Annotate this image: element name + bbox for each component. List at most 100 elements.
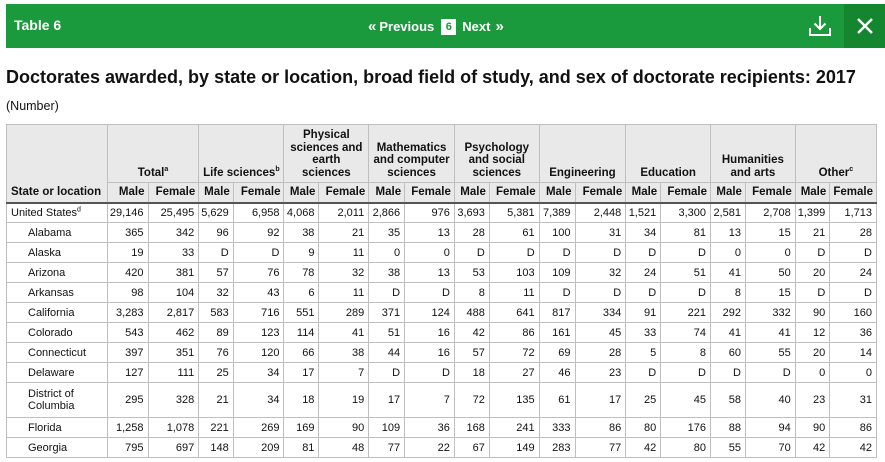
table-cell: 32 <box>318 262 370 283</box>
table-cell: 109 <box>368 417 406 438</box>
column-group-header: Engineering <box>538 124 627 183</box>
table-cell: 7,389 <box>538 201 576 223</box>
table-cell: D <box>198 242 234 263</box>
footnote-marker[interactable]: c <box>849 165 854 173</box>
double-chevron-right-icon[interactable]: » <box>495 18 504 35</box>
stub-header: State or location <box>6 182 108 203</box>
row-label: Georgia <box>6 437 108 458</box>
table-cell: 2,581 <box>710 201 746 223</box>
next-link[interactable]: Next <box>462 19 491 34</box>
table-cell: D <box>794 242 831 263</box>
table-cell: 41 <box>318 322 370 343</box>
table-cell: 3,693 <box>453 201 490 223</box>
table-cell: 5,381 <box>488 201 540 223</box>
table-cell: 20 <box>794 262 831 283</box>
table-cell: 3,283 <box>106 302 149 323</box>
table-cell: 332 <box>744 302 796 323</box>
table-cell: 169 <box>283 417 320 438</box>
table-cell: 31 <box>574 222 627 243</box>
table-cell: 34 <box>625 222 662 243</box>
row-label: Arizona <box>6 262 108 283</box>
table-cell: 86 <box>574 417 627 438</box>
table-cell: 13 <box>404 262 455 283</box>
double-chevron-left-icon[interactable]: « <box>368 18 377 35</box>
table-cell: 45 <box>574 322 627 343</box>
table-cell: 41 <box>710 262 746 283</box>
female-column-header: Female <box>574 182 627 203</box>
state-name: Alabama <box>28 226 72 239</box>
table-cell: 2,011 <box>318 201 370 223</box>
table-cell: 45 <box>660 382 711 418</box>
table-cell: 46 <box>538 362 576 383</box>
page-number-badge: 6 <box>441 18 457 35</box>
table-cell: 17 <box>574 382 627 418</box>
table-cell: 89 <box>198 322 234 343</box>
footnote-marker[interactable]: d <box>77 206 81 214</box>
female-column-header: Female <box>318 182 370 203</box>
table-cell: 397 <box>106 342 149 363</box>
table-cell: 25,495 <box>147 201 200 223</box>
table-cell: D <box>829 242 877 263</box>
table-cell: 76 <box>198 342 234 363</box>
table-cell: 57 <box>453 342 490 363</box>
table-cell: 14 <box>829 342 877 363</box>
table-cell: 120 <box>232 342 285 363</box>
header-corner <box>6 124 108 183</box>
state-name: District of Columbia <box>28 388 75 412</box>
footnote-marker[interactable]: a <box>164 165 169 173</box>
table-cell: 149 <box>488 437 540 458</box>
table-cell: 67 <box>453 437 490 458</box>
table-row: Colorado 543 462 89 123 114 41 51 16 42 86 161 45 33 7… <box>6 322 877 343</box>
table-cell: 716 <box>232 302 285 323</box>
footnote-marker[interactable]: b <box>275 165 280 173</box>
table-cell: 4,068 <box>283 201 320 223</box>
male-column-header: Male <box>453 182 490 203</box>
table-cell: 33 <box>625 322 662 343</box>
table-cell: 34 <box>232 382 285 418</box>
table-cell: 72 <box>488 342 540 363</box>
female-column-header: Female <box>404 182 455 203</box>
male-column-header: Male <box>625 182 662 203</box>
column-group-label: Psychology and social sciences <box>464 141 530 179</box>
download-button[interactable] <box>806 12 834 40</box>
female-column-header: Female <box>488 182 540 203</box>
table-cell: 90 <box>794 302 831 323</box>
table-cell: D <box>538 282 576 303</box>
table-cell: 16 <box>404 322 455 343</box>
table-cell: 7 <box>318 362 370 383</box>
state-name: Arkansas <box>28 286 74 299</box>
table-cell: D <box>574 282 627 303</box>
column-group-header: Psychology and social sciences <box>453 124 540 183</box>
table-header-bar: Table 6 « Previous 6 Next » <box>6 4 885 48</box>
table-cell: 18 <box>283 382 320 418</box>
table-cell: 1,078 <box>147 417 200 438</box>
table-cell: 0 <box>404 242 455 263</box>
female-column-header: Female <box>147 182 200 203</box>
close-button[interactable] <box>844 4 885 48</box>
table-cell: D <box>710 362 746 383</box>
table-cell: D <box>404 362 455 383</box>
table-cell: 11 <box>318 242 370 263</box>
table-cell: 34 <box>232 362 285 383</box>
state-name: Georgia <box>28 441 68 454</box>
download-icon <box>809 16 831 36</box>
column-group-label: Humanities and arts <box>721 154 784 179</box>
table-cell: D <box>368 282 406 303</box>
column-group-header: Mathematics and computer sciences <box>368 124 455 183</box>
column-group-label: Total <box>137 166 165 179</box>
table-cell: 168 <box>453 417 490 438</box>
table-cell: 35 <box>368 222 406 243</box>
table-cell: 0 <box>829 362 877 383</box>
table-cell: 9 <box>283 242 320 263</box>
previous-link[interactable]: Previous <box>379 19 435 34</box>
table-row: Connecticut 397 351 76 120 66 38 44 16 57 72 69 28 5 8… <box>6 342 877 363</box>
table-cell: 641 <box>488 302 540 323</box>
close-icon <box>856 18 873 34</box>
table-cell: 15 <box>744 282 796 303</box>
page-title: Doctorates awarded, by state or location… <box>6 67 856 87</box>
table-cell: 28 <box>574 342 627 363</box>
table-cell: 2,708 <box>744 201 796 223</box>
column-group-label: Physical sciences and earth sciences <box>290 129 363 179</box>
table-cell: 42 <box>625 437 662 458</box>
table-cell: 60 <box>710 342 746 363</box>
